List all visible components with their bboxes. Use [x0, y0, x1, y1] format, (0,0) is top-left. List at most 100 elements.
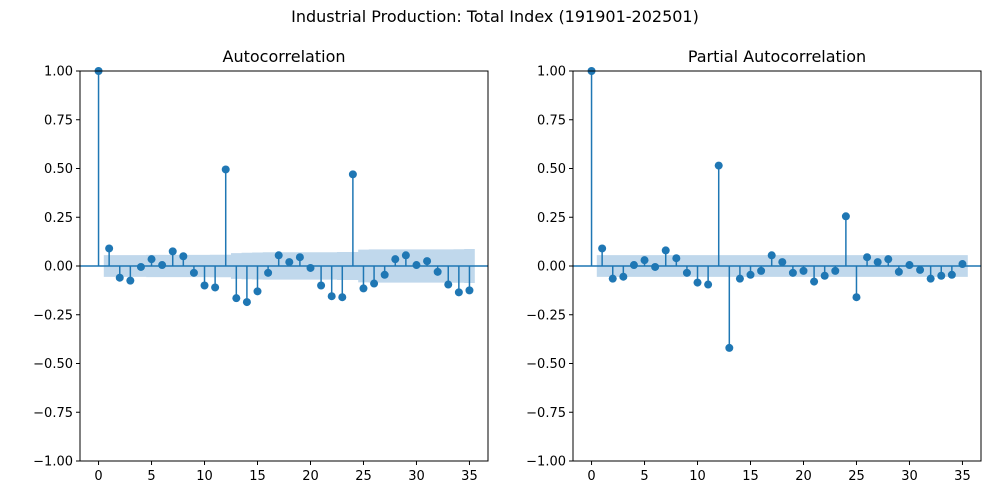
point-lag-23	[831, 266, 840, 275]
xtick-label: 0	[587, 469, 595, 484]
figure-title: Industrial Production: Total Index (1919…	[291, 7, 699, 26]
point-lag-8	[179, 252, 188, 261]
point-lag-20	[306, 263, 315, 272]
xtick-label: 20	[302, 469, 319, 484]
point-lag-5	[147, 255, 156, 264]
ytick-label: −0.25	[526, 308, 566, 323]
point-lag-17	[274, 251, 283, 260]
xtick-label: 25	[848, 469, 865, 484]
point-lag-4	[629, 261, 638, 270]
point-lag-6	[158, 261, 167, 270]
xtick-label: 10	[196, 469, 213, 484]
ytick-label: 0.50	[537, 162, 566, 177]
point-lag-29	[894, 267, 903, 276]
point-lag-25	[852, 293, 861, 302]
point-lag-14	[242, 298, 251, 307]
point-lag-26	[370, 279, 379, 288]
point-lag-30	[412, 261, 421, 270]
point-lag-7	[168, 247, 177, 256]
panel-title: Partial Autocorrelation	[688, 47, 866, 66]
xtick-label: 5	[640, 469, 648, 484]
xtick-label: 0	[94, 469, 102, 484]
panel-pacf: −1.00 −0.75 −0.50 −0.25 0.00 0.25 0.50 0.75 1.00…	[526, 47, 982, 484]
point-lag-13	[725, 343, 734, 352]
point-lag-7	[661, 246, 670, 255]
point-lag-15	[746, 270, 755, 279]
point-lag-10	[200, 281, 209, 290]
point-lag-26	[863, 253, 872, 262]
point-lag-2	[608, 274, 617, 283]
point-lag-25	[359, 284, 368, 293]
point-lag-9	[189, 268, 198, 277]
point-lag-17	[767, 251, 776, 260]
point-lag-19	[295, 253, 304, 262]
point-lag-3	[126, 276, 135, 285]
ytick-label: 0.50	[44, 162, 73, 177]
ytick-label: 0.25	[44, 211, 73, 226]
xtick-label: 35	[954, 469, 971, 484]
ytick-label: 0.25	[537, 211, 566, 226]
point-lag-18	[778, 258, 787, 267]
point-lag-12	[714, 161, 723, 170]
point-lag-2	[115, 273, 124, 282]
xtick-label: 30	[901, 469, 918, 484]
point-lag-28	[884, 255, 893, 264]
point-lag-3	[619, 272, 628, 281]
point-lag-34	[947, 270, 956, 279]
xtick-label: 35	[461, 469, 478, 484]
point-lag-31	[916, 265, 925, 274]
xtick-label: 25	[355, 469, 372, 484]
panel-acf: −1.00 −0.75 −0.50 −0.25 0.00 0.25 0.50 0.75 1.00…	[33, 47, 489, 484]
point-lag-6	[651, 262, 660, 271]
point-lag-32	[926, 274, 935, 283]
ytick-label: 0.75	[537, 113, 566, 128]
point-lag-33	[444, 280, 453, 289]
ytick-label: 0.75	[44, 113, 73, 128]
ytick-label: 1.00	[44, 65, 73, 80]
xtick-label: 20	[795, 469, 812, 484]
xtick-label: 15	[249, 469, 266, 484]
point-lag-15	[253, 287, 262, 296]
point-lag-35	[958, 260, 967, 269]
point-lag-11	[704, 280, 713, 289]
point-lag-22	[820, 271, 829, 280]
point-lag-24	[841, 212, 850, 221]
point-lag-35	[465, 286, 474, 295]
ytick-label: −0.50	[33, 357, 73, 372]
point-lag-27	[873, 258, 882, 267]
point-lag-10	[693, 278, 702, 287]
ytick-label: −0.75	[526, 406, 566, 421]
ytick-label: −0.25	[33, 308, 73, 323]
point-lag-20	[799, 266, 808, 275]
ytick-label: 1.00	[537, 65, 566, 80]
point-lag-16	[757, 266, 766, 275]
point-lag-21	[810, 277, 819, 286]
point-lag-18	[285, 258, 294, 267]
xtick-label: 15	[742, 469, 759, 484]
ytick-label: −0.75	[33, 406, 73, 421]
point-lag-34	[454, 288, 463, 297]
ytick-label: 0.00	[44, 260, 73, 275]
point-lag-23	[338, 293, 347, 302]
point-lag-4	[136, 262, 145, 271]
ytick-label: −1.00	[526, 455, 566, 470]
point-lag-32	[433, 267, 442, 276]
point-lag-21	[317, 281, 326, 290]
point-lag-24	[348, 170, 357, 179]
point-lag-9	[682, 268, 691, 277]
point-lag-16	[264, 268, 273, 277]
point-lag-1	[598, 244, 607, 253]
xtick-label: 5	[147, 469, 155, 484]
point-lag-22	[327, 292, 336, 301]
point-lag-30	[905, 261, 914, 270]
panel-title: Autocorrelation	[223, 47, 346, 66]
point-lag-28	[391, 255, 400, 264]
point-lag-13	[232, 294, 241, 303]
point-lag-33	[937, 271, 946, 280]
point-lag-8	[672, 254, 681, 263]
point-lag-1	[105, 244, 114, 253]
point-lag-11	[211, 283, 220, 292]
point-lag-5	[640, 256, 649, 265]
point-lag-27	[380, 270, 389, 279]
